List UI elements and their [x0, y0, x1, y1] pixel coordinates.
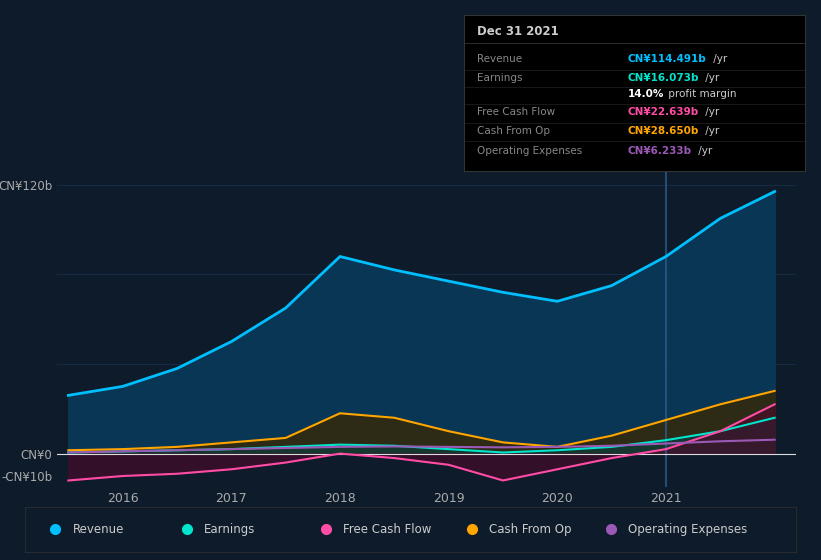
Text: 14.0%: 14.0% [627, 88, 664, 99]
Text: Free Cash Flow: Free Cash Flow [342, 522, 431, 536]
Text: /yr: /yr [710, 54, 727, 64]
Text: Dec 31 2021: Dec 31 2021 [478, 25, 559, 38]
Text: /yr: /yr [702, 73, 720, 83]
Text: /yr: /yr [695, 146, 712, 156]
Text: Operating Expenses: Operating Expenses [478, 146, 583, 156]
Text: profit margin: profit margin [665, 88, 736, 99]
Text: /yr: /yr [702, 108, 720, 118]
Text: Revenue: Revenue [478, 54, 523, 64]
Text: Operating Expenses: Operating Expenses [628, 522, 747, 536]
Text: Revenue: Revenue [72, 522, 124, 536]
Text: Earnings: Earnings [204, 522, 255, 536]
Text: Cash From Op: Cash From Op [489, 522, 571, 536]
Text: Free Cash Flow: Free Cash Flow [478, 108, 556, 118]
Text: Earnings: Earnings [478, 73, 523, 83]
Text: Cash From Op: Cash From Op [478, 126, 551, 136]
Text: CN¥16.073b: CN¥16.073b [627, 73, 699, 83]
Text: CN¥6.233b: CN¥6.233b [627, 146, 691, 156]
Text: CN¥28.650b: CN¥28.650b [627, 126, 699, 136]
Text: CN¥22.639b: CN¥22.639b [627, 108, 699, 118]
Text: CN¥114.491b: CN¥114.491b [627, 54, 706, 64]
Text: /yr: /yr [702, 126, 720, 136]
